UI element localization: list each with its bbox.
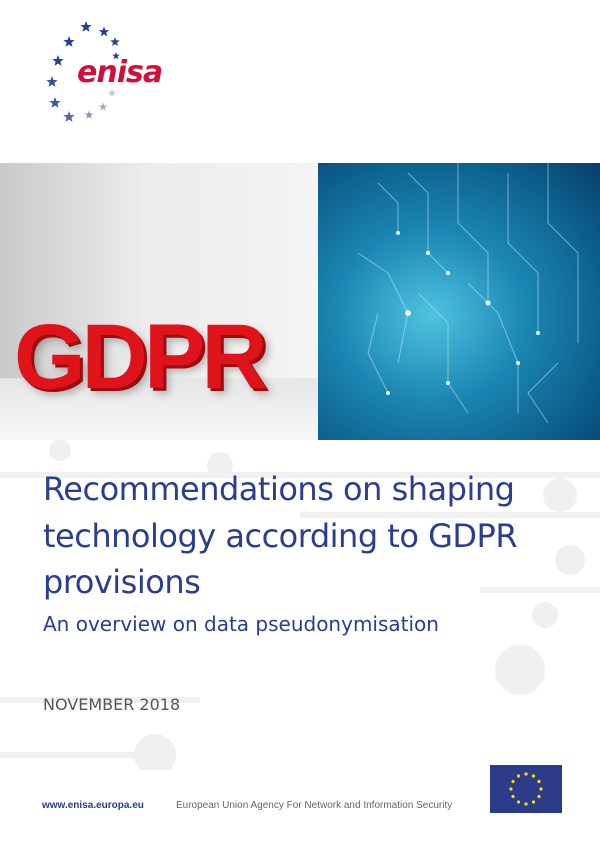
gdpr-letters-image: GDPR bbox=[0, 163, 318, 440]
title-line-3: provisions bbox=[43, 563, 201, 601]
title-line-2: technology according to GDPR bbox=[43, 517, 518, 555]
logo-star bbox=[46, 76, 58, 87]
floor bbox=[0, 378, 318, 440]
gdpr-letters: GDPR bbox=[14, 306, 268, 408]
logo-star bbox=[108, 89, 116, 97]
website-link[interactable]: www.enisa.europa.eu bbox=[42, 800, 144, 811]
logo-star bbox=[49, 97, 61, 108]
logo-star bbox=[98, 26, 110, 37]
enisa-logo bbox=[40, 20, 170, 130]
eu-flag-icon bbox=[490, 765, 562, 813]
logo-star bbox=[84, 110, 94, 119]
subtitle: An overview on data pseudonymisation bbox=[43, 612, 439, 636]
title-line-1: Recommendations on shaping bbox=[43, 470, 515, 508]
circuit-map-graphic bbox=[357, 163, 579, 424]
flag-star bbox=[524, 772, 528, 776]
logo-star bbox=[112, 52, 120, 60]
publication-date: NOVEMBER 2018 bbox=[43, 695, 181, 714]
logo-star bbox=[63, 111, 75, 122]
flag-star bbox=[516, 774, 521, 778]
flag-star bbox=[539, 787, 543, 791]
flag-star bbox=[531, 774, 536, 778]
cover-image: GDPR bbox=[0, 163, 600, 440]
flag-star bbox=[531, 800, 536, 804]
eu-stars-circle-icon bbox=[46, 21, 120, 122]
circuit-background-decoration bbox=[0, 440, 600, 770]
flag-star bbox=[511, 794, 515, 799]
logo-star bbox=[98, 102, 108, 111]
flag-star bbox=[537, 779, 541, 784]
enisa-logo-text: enisa bbox=[77, 55, 163, 90]
logo-star bbox=[63, 36, 75, 47]
flag-star bbox=[509, 787, 513, 791]
logo-star bbox=[52, 55, 64, 66]
europe-circuit-map-image bbox=[318, 163, 600, 440]
flag-star bbox=[537, 794, 541, 799]
logo-star bbox=[80, 21, 92, 32]
logo-star bbox=[110, 37, 120, 46]
flag-star bbox=[511, 779, 515, 784]
agency-name: European Union Agency For Network and In… bbox=[176, 800, 453, 811]
flag-star bbox=[524, 802, 528, 806]
flag-star bbox=[516, 800, 521, 804]
